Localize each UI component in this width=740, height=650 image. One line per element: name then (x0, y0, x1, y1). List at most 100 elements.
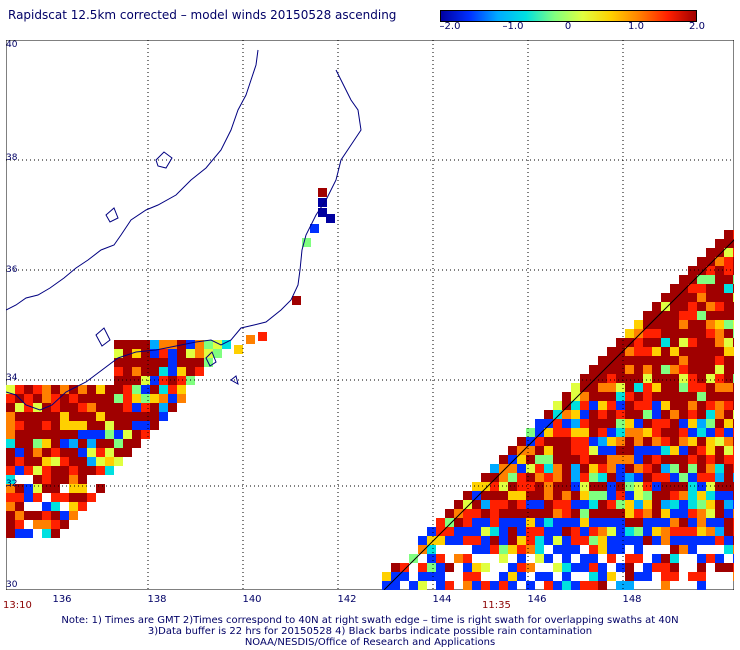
swath-cell (69, 466, 78, 475)
swath-cell (616, 491, 625, 500)
swath-cell (643, 455, 652, 464)
swath-cell (589, 446, 598, 455)
swath-cell (679, 509, 688, 518)
swath-cell (679, 401, 688, 410)
swath-cell (105, 412, 114, 421)
swath-cell (661, 428, 670, 437)
swath-cell (517, 572, 526, 581)
swath-cell (643, 491, 652, 500)
swath-cell (634, 446, 643, 455)
swath-cell (132, 340, 141, 349)
swath-cell (535, 455, 544, 464)
swath-cell (24, 412, 33, 421)
swath-cell (607, 491, 616, 500)
swath-cell (517, 527, 526, 536)
swath-cell (562, 446, 571, 455)
swath-cell (87, 430, 96, 439)
swath-cell (661, 554, 670, 563)
swath-cell (670, 392, 679, 401)
swath-cell (607, 572, 616, 581)
swath-cell (123, 340, 132, 349)
swath-cell (724, 518, 733, 527)
swath-cell (499, 464, 508, 473)
swath-cell (544, 500, 553, 509)
swath-cell (697, 527, 706, 536)
swath-cell (517, 455, 526, 464)
swath-cell (168, 358, 177, 367)
swath-cell (571, 464, 580, 473)
swath-cell (652, 374, 661, 383)
swath-cell (571, 518, 580, 527)
swath-cell (724, 338, 733, 347)
swath-cell (141, 349, 150, 358)
swath-cell (60, 412, 69, 421)
swath-cell (634, 374, 643, 383)
swath-cell (123, 349, 132, 358)
swath-cell (445, 581, 454, 590)
swath-cell (141, 403, 150, 412)
swath-cell (697, 383, 706, 392)
swath-cell (87, 457, 96, 466)
swath-cell (697, 284, 706, 293)
swath-cell (42, 430, 51, 439)
swath-cell (616, 509, 625, 518)
swath-cell (87, 439, 96, 448)
swath-cell (688, 536, 697, 545)
swath-cell (598, 473, 607, 482)
swath-cell (670, 374, 679, 383)
swath-cell (625, 536, 634, 545)
swath-cell (553, 536, 562, 545)
swath-cell (400, 572, 409, 581)
swath-cell (168, 349, 177, 358)
swath-cell (69, 484, 78, 493)
swath-cell (688, 365, 697, 374)
swath-cell (445, 509, 454, 518)
swath-cell (715, 563, 724, 572)
swath-cell (168, 367, 177, 376)
swath-cell (168, 385, 177, 394)
swath-cell (589, 554, 598, 563)
swath-cell (168, 376, 177, 385)
swath-cell (589, 392, 598, 401)
swath-cell (679, 536, 688, 545)
swath-cell (562, 554, 571, 563)
swath-cell (15, 502, 24, 511)
swath-cell (562, 563, 571, 572)
swath-cell (625, 500, 634, 509)
swath-cell (445, 518, 454, 527)
swath-cell (697, 320, 706, 329)
swath-cell (670, 545, 679, 554)
swath-cell (616, 545, 625, 554)
swath-cell (517, 473, 526, 482)
swath-cell (78, 448, 87, 457)
swath-cell (114, 385, 123, 394)
swath-cell (670, 284, 679, 293)
swath-cell (544, 446, 553, 455)
swath-cell (697, 266, 706, 275)
swath-cell (697, 563, 706, 572)
swath-cell (544, 419, 553, 428)
swath-cell (51, 493, 60, 502)
swath-cell (51, 394, 60, 403)
swath-cell (697, 455, 706, 464)
swath-cell (625, 464, 634, 473)
swath-cell (490, 509, 499, 518)
swath-cell (724, 284, 733, 293)
swath-cell (634, 419, 643, 428)
latitude-label: 36 (6, 265, 18, 275)
swath-cell (715, 482, 724, 491)
swath-cell (6, 475, 15, 484)
swath-cell (688, 527, 697, 536)
swath-cell (553, 518, 562, 527)
swath-cell (733, 374, 734, 383)
swath-cell (724, 365, 733, 374)
swath-cell (490, 500, 499, 509)
swath-cell (616, 419, 625, 428)
swath-cell (195, 349, 204, 358)
swath-cell (634, 473, 643, 482)
swath-cell (688, 464, 697, 473)
swath-cell (571, 545, 580, 554)
swath-cell (580, 419, 589, 428)
swath-cell (625, 518, 634, 527)
longitude-label: 138 (147, 594, 167, 605)
